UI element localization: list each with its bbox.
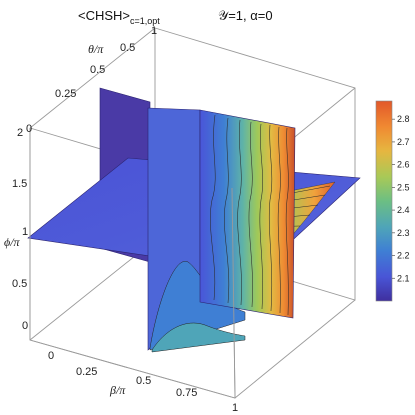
front-box-edges (29, 128, 236, 399)
colorbar-tick-label: 2.3 (397, 228, 410, 238)
theta-contour-lines (210, 114, 289, 316)
theta-tick: 0.5 (90, 64, 105, 76)
beta-tick: 0.25 (76, 366, 97, 378)
beta-tick: 0.5 (136, 375, 151, 387)
colorbar-tick-label: 2.2 (397, 251, 410, 261)
beta-tick: 0.75 (176, 387, 197, 399)
phi-axis-label: ϕ/π (4, 235, 21, 249)
colorbar-tick-label: 2.7 (397, 137, 410, 147)
colorbar-tick-label: 2.8 (397, 114, 410, 124)
theta-tick: 0 (26, 123, 32, 135)
chart-params: 𝒴=1, α=0 (218, 8, 273, 23)
theta-tick: 1 (151, 25, 157, 37)
phi-tick: 2 (17, 127, 23, 139)
theta-ticks: 0 0.25 0.5 0.5 1 (26, 25, 157, 135)
colorbar-gradient (375, 100, 393, 302)
colorbar-tick-label: 2.5 (397, 182, 410, 192)
beta-tick: 1 (232, 402, 238, 414)
colorbar-tick-label: 2.1 (397, 273, 410, 283)
phi-tick: 0.5 (12, 278, 27, 290)
theta-tick: 0.25 (55, 88, 76, 100)
colorbar-tick-label: 2.6 (397, 160, 410, 170)
beta-contour-inner (151, 322, 246, 353)
colorbar: 2.1 2.2 2.3 2.4 2.5 2.6 2.7 2.8 (375, 100, 410, 302)
colorbar-ticks: 2.1 2.2 2.3 2.4 2.5 2.6 2.7 2.8 (392, 114, 410, 283)
beta-tick: 0 (48, 350, 54, 362)
theta-axis-label: θ/π (88, 42, 104, 56)
beta-contour-region (149, 261, 246, 351)
phi-ticks: 2 1.5 1 0.5 0 (12, 127, 28, 332)
slice-theta-plane (199, 109, 296, 319)
beta-axis-label: β/π (109, 383, 126, 397)
phi-tick: 0 (22, 320, 28, 332)
phi-tick: 1.5 (12, 178, 27, 190)
chart-title: <CHSH>c=1,opt (78, 8, 160, 26)
phi-tick: 1 (22, 226, 28, 238)
colorbar-tick-label: 2.4 (397, 205, 410, 215)
theta-tick: 0.5 (120, 42, 135, 54)
beta-ticks: 0 0.25 0.5 0.75 1 (48, 350, 238, 414)
